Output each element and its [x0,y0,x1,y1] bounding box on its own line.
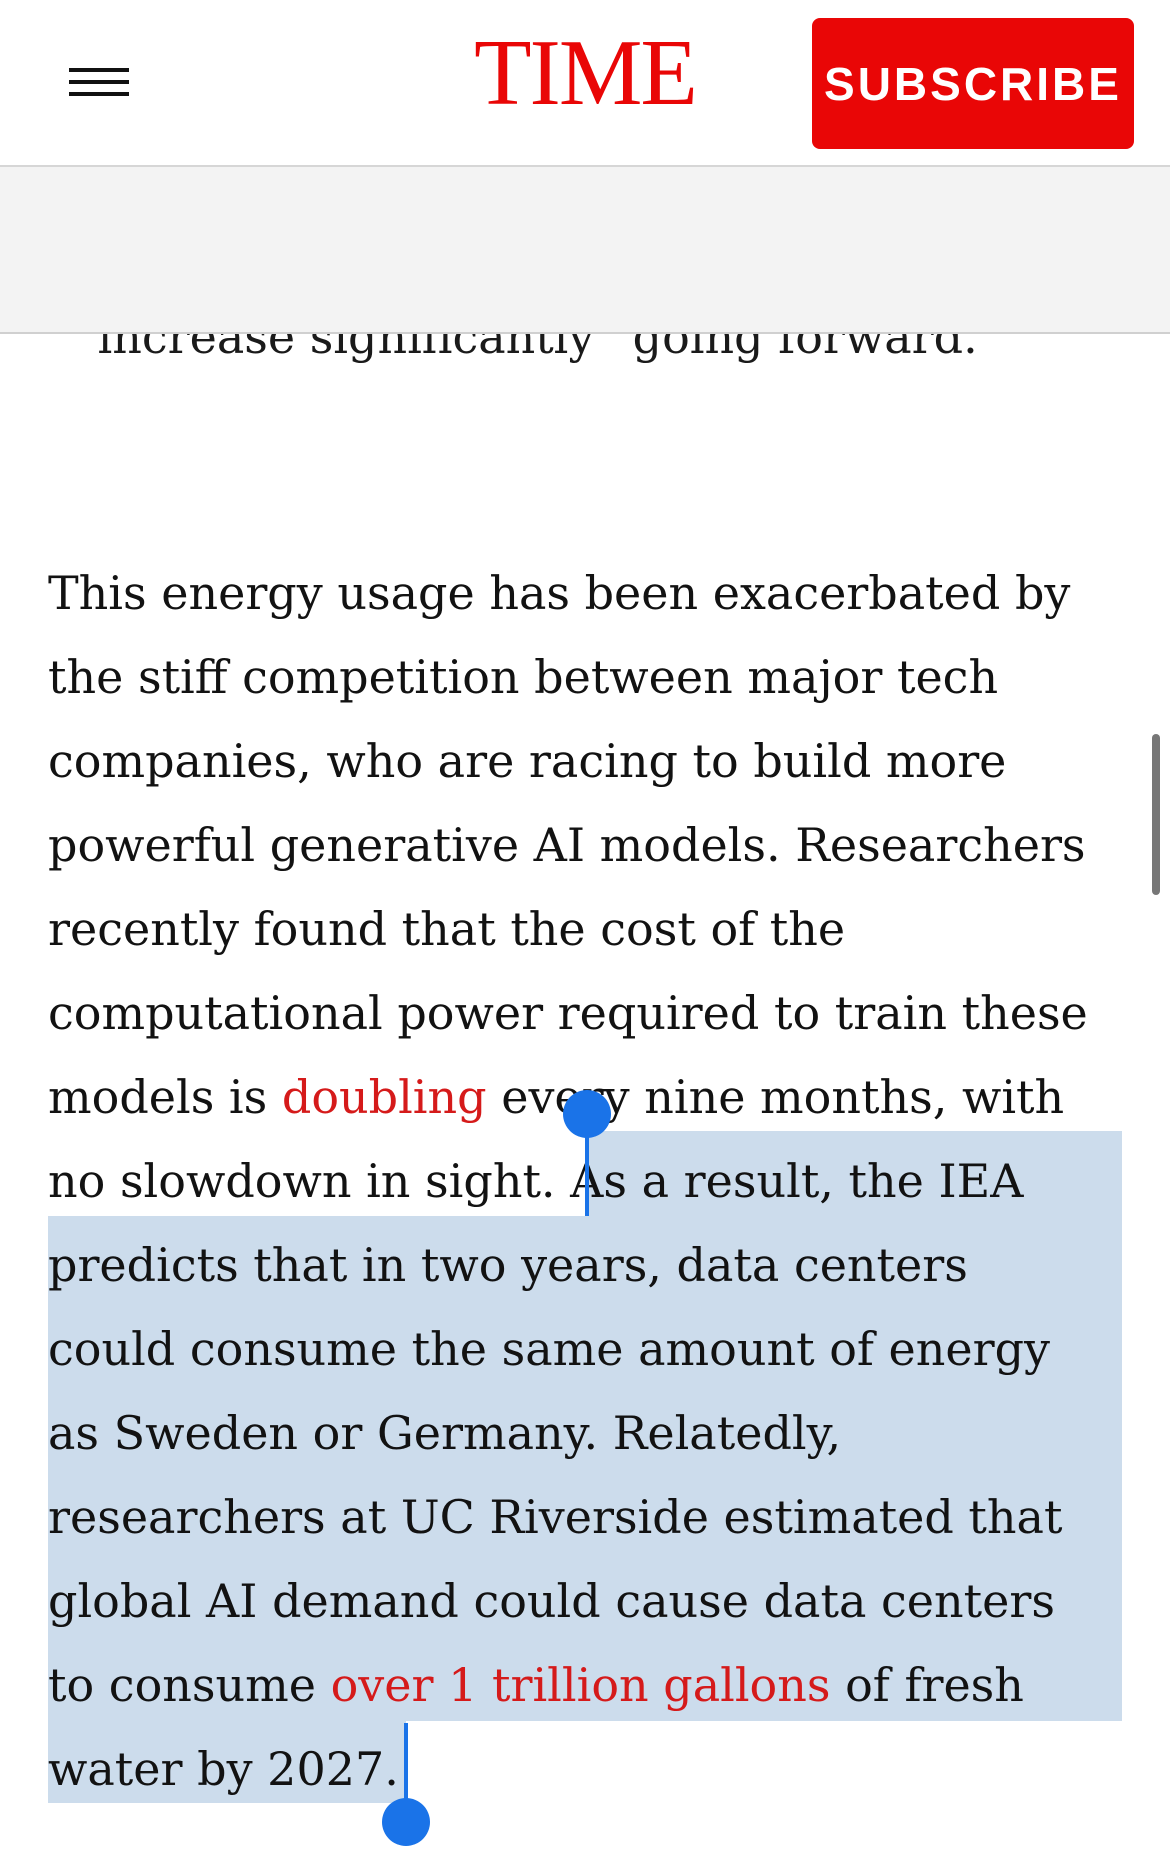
scrollbar[interactable] [1152,734,1160,895]
text-line: predicts that in two years, data centers [48,1223,968,1307]
text-line: as Sweden or Germany. Relatedly, [48,1391,841,1475]
text-line: to consume over 1 trillion gallons of fr… [48,1643,1024,1727]
text-line: companies, who are racing to build more [48,719,1006,803]
text: predicts that in two years, data centers [48,1238,968,1292]
text: This energy usage has been exacerbated b… [48,566,1071,620]
text-line: This energy usage has been exacerbated b… [48,551,1070,635]
text-line: powerful generative AI models. Researche… [48,803,1086,887]
menu-bar[interactable] [69,92,129,96]
link[interactable]: doubling [281,1070,487,1124]
selection-handle[interactable] [382,1798,430,1846]
ad-banner [0,167,1170,334]
text: water by 2027. [48,1742,399,1796]
link[interactable]: over 1 trillion gallons [330,1658,831,1712]
selection [48,1720,406,1803]
text: global AI demand could cause data center… [48,1574,1055,1628]
selection-handle[interactable] [563,1090,611,1138]
text: computational power required to train th… [48,986,1088,1040]
text-line: computational power required to train th… [48,971,1088,1055]
text: to consume [48,1658,331,1712]
selection-stem [404,1723,408,1813]
text: could consume the same amount of energy [48,1322,1051,1376]
text: powerful generative AI models. Researche… [48,818,1086,872]
selection [48,1216,1122,1721]
text-line: could consume the same amount of energy [48,1307,1050,1391]
text: models is [48,1070,282,1124]
logo[interactable]: TIME [474,21,698,125]
text-line: recently found that the cost of the [48,887,845,971]
text: the stiff competition between major tech [48,650,999,704]
text: of fresh [830,1658,1024,1712]
text-line: water by 2027. [48,1727,399,1811]
text-line: researchers at UC Riverside estimated th… [48,1475,1062,1559]
selection [585,1131,1122,1217]
text-line: the stiff competition between major tech [48,635,998,719]
text-line: global AI demand could cause data center… [48,1559,1055,1643]
menu-bar[interactable] [69,80,129,84]
text: as Sweden or Germany. Relatedly, [48,1406,842,1460]
selection-stem [585,1114,589,1216]
text: recently found that the cost of the [48,902,846,956]
text-line: models is doubling every nine months, wi… [48,1055,1064,1139]
text: researchers at UC Riverside estimated th… [48,1490,1063,1544]
text: companies, who are racing to build more [48,734,1007,788]
header: TIME SUBSCRIBE [0,0,1170,167]
text: no slowdown in sight. As a result, the I… [48,1154,1024,1208]
text-line: no slowdown in sight. As a result, the I… [48,1139,1023,1223]
subscribe-button[interactable]: SUBSCRIBE [812,18,1134,149]
menu-bar[interactable] [69,68,129,72]
